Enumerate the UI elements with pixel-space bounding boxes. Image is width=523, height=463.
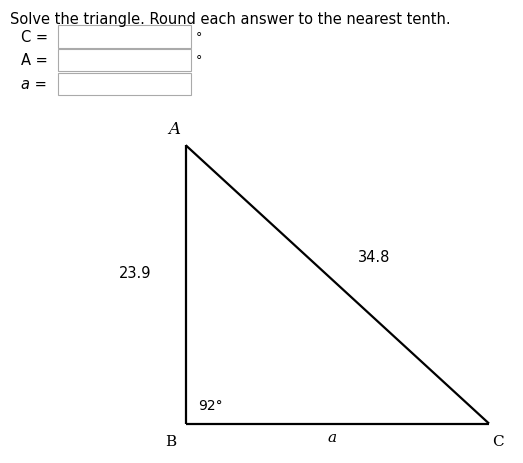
Bar: [58, 74, 191, 96]
Text: C: C: [493, 434, 504, 448]
Bar: [58, 50, 191, 72]
Text: °: °: [196, 54, 202, 67]
Text: B: B: [165, 434, 177, 448]
Text: 23.9: 23.9: [119, 266, 152, 281]
Text: 34.8: 34.8: [358, 250, 391, 264]
Text: A: A: [168, 121, 180, 138]
Text: °: °: [196, 31, 202, 44]
Text: A =: A =: [21, 53, 48, 68]
Text: a =: a =: [21, 77, 47, 92]
Text: 92°: 92°: [198, 398, 222, 412]
Bar: [58, 26, 191, 49]
Text: C =: C =: [21, 30, 48, 45]
Text: Solve the triangle. Round each answer to the nearest tenth.: Solve the triangle. Round each answer to…: [10, 12, 451, 26]
Text: a: a: [327, 431, 337, 444]
